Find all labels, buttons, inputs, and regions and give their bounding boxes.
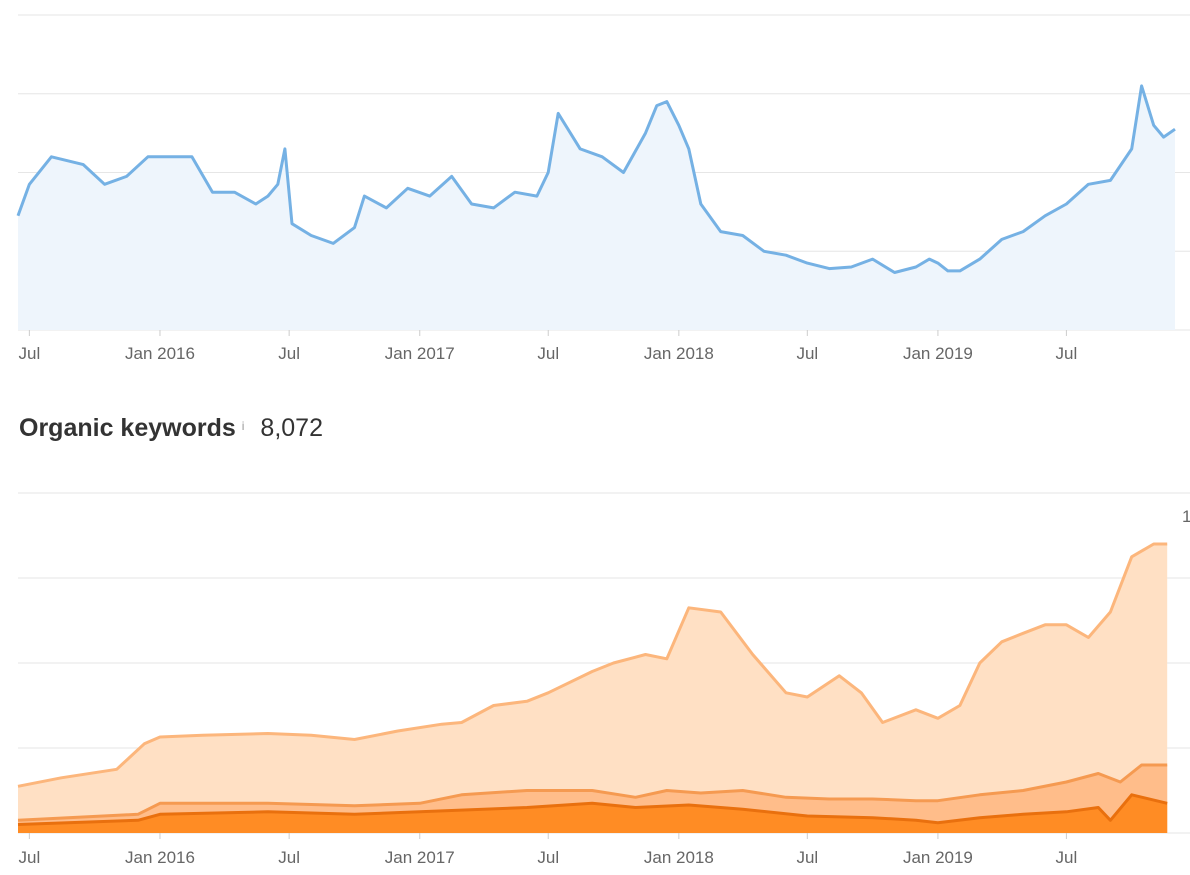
traffic-line [16,84,1176,274]
x-tick-label: Jan 2017 [385,344,455,363]
x-tick-label: Jan 2018 [644,344,714,363]
x-tick-label: Jul [18,344,40,363]
keyword-count: 8,072 [260,414,323,442]
x-tick-label: Jul [278,848,300,867]
x-tick-label: Jan 2018 [644,848,714,867]
x-tick-label: Jul [1056,344,1078,363]
right-axis-label: 1 [1182,507,1190,526]
keywords-area-low-line [17,793,1168,826]
x-tick-label: Jul [537,848,559,867]
keywords-area-low [18,794,1168,833]
keywords-area-top-line [17,542,1168,788]
x-tick-label: Jul [278,344,300,363]
keywords-area-mid-line [17,763,1168,822]
organic-keywords-header: Organic keywords i 8,072 [19,414,323,450]
x-tick-label: Jul [1056,848,1078,867]
section-title: Organic keywords [19,414,236,442]
x-tick-label: Jan 2019 [903,344,973,363]
x-tick-label: Jul [537,344,559,363]
traffic-area [18,85,1175,331]
x-tick-label: Jul [796,848,818,867]
info-icon[interactable]: i [241,419,245,433]
x-tick-label: Jan 2016 [125,344,195,363]
keywords-area-top [18,544,1168,833]
x-tick-label: Jan 2017 [385,848,455,867]
x-tick-label: Jan 2019 [903,848,973,867]
x-tick-label: Jul [18,848,40,867]
traffic-chart: Jul Jan 2016 Jul Jan 2017 Jul Jan 2018 Jul Jan … [16,14,1190,363]
x-tick-label: Jul [796,344,818,363]
x-tick-label: Jan 2016 [125,848,195,867]
